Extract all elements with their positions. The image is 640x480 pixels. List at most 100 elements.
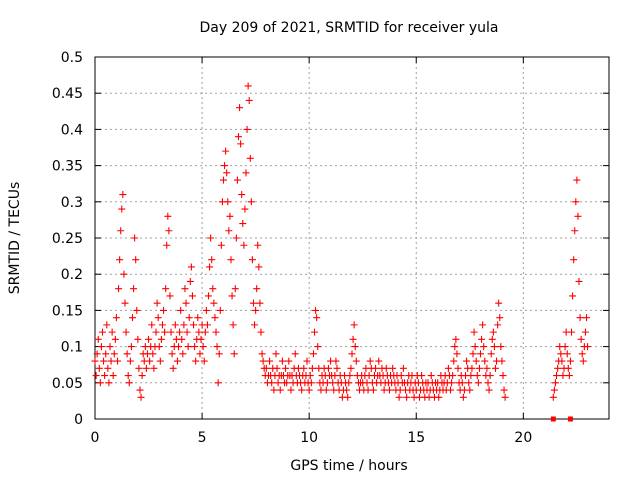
- data-point: [451, 343, 459, 351]
- data-point: [180, 321, 188, 329]
- data-point: [92, 372, 100, 380]
- data-point: [458, 379, 466, 387]
- data-point: [276, 386, 284, 394]
- data-point: [98, 328, 106, 336]
- data-point: [154, 314, 162, 322]
- data-point: [495, 299, 503, 307]
- data-point: [117, 227, 125, 235]
- data-point: [134, 335, 142, 343]
- data-point: [385, 386, 393, 394]
- data-point: [213, 343, 221, 351]
- data-point: [322, 386, 330, 394]
- data-point: [125, 379, 133, 387]
- data-point: [501, 393, 509, 401]
- data-point: [251, 321, 259, 329]
- data-point: [106, 343, 114, 351]
- data-point: [128, 314, 136, 322]
- data-point: [561, 343, 569, 351]
- data-point: [107, 357, 115, 365]
- data-point: [471, 343, 479, 351]
- data-point: [479, 321, 487, 329]
- data-point: [192, 357, 200, 365]
- data-point: [567, 416, 573, 422]
- data-point: [258, 350, 266, 358]
- data-point: [209, 285, 217, 293]
- data-point: [223, 169, 231, 177]
- data-point: [146, 357, 154, 365]
- data-point: [581, 328, 589, 336]
- data-point: [173, 357, 181, 365]
- data-point: [157, 335, 165, 343]
- data-point: [181, 285, 189, 293]
- data-point: [127, 343, 135, 351]
- data-point: [120, 270, 128, 278]
- data-point: [176, 328, 184, 336]
- data-point: [563, 350, 571, 358]
- data-point: [236, 104, 244, 112]
- data-point: [237, 140, 245, 148]
- data-point: [201, 328, 209, 336]
- data-point: [481, 357, 489, 365]
- data-point: [558, 357, 566, 365]
- data-point: [463, 357, 471, 365]
- data-point: [262, 364, 270, 372]
- data-point: [473, 372, 481, 380]
- data-point: [487, 350, 495, 358]
- data-point: [313, 314, 321, 322]
- chart-title: Day 209 of 2021, SRMTID for receiver yul…: [199, 20, 498, 36]
- data-point: [499, 372, 507, 380]
- data-point: [163, 241, 171, 249]
- data-point: [577, 335, 585, 343]
- data-point: [475, 364, 483, 372]
- data-point: [183, 328, 191, 336]
- data-point: [187, 263, 195, 271]
- data-point: [403, 393, 411, 401]
- data-point: [333, 364, 341, 372]
- y-tick-label: 0.4: [61, 122, 83, 138]
- y-tick-label: 0.45: [52, 86, 83, 102]
- data-point: [233, 176, 241, 184]
- data-point: [197, 335, 205, 343]
- data-point: [467, 372, 475, 380]
- x-tick-label: 10: [300, 430, 318, 446]
- data-point: [305, 386, 313, 394]
- data-point: [222, 147, 230, 155]
- data-point: [113, 357, 121, 365]
- x-tick-label: 20: [514, 430, 532, 446]
- data-point: [93, 350, 101, 358]
- x-tick-label: 5: [198, 430, 207, 446]
- data-point: [494, 321, 502, 329]
- data-point: [216, 306, 224, 314]
- data-point: [311, 328, 319, 336]
- y-axis-label: SRMTID / TECUs: [7, 182, 23, 295]
- data-point: [131, 234, 139, 242]
- data-point: [568, 328, 576, 336]
- data-point: [162, 285, 170, 293]
- data-point: [470, 328, 478, 336]
- data-point: [169, 364, 177, 372]
- data-point: [225, 227, 233, 235]
- data-point: [574, 212, 582, 220]
- data-point: [130, 285, 138, 293]
- data-point: [166, 292, 174, 300]
- data-point: [488, 335, 496, 343]
- data-point: [248, 256, 256, 264]
- data-point: [469, 350, 477, 358]
- data-point: [459, 393, 467, 401]
- data-point: [272, 350, 280, 358]
- data-point: [177, 306, 185, 314]
- data-point: [118, 205, 126, 213]
- data-point: [200, 357, 208, 365]
- data-point: [343, 386, 351, 394]
- data-point: [397, 372, 405, 380]
- data-point: [485, 386, 493, 394]
- data-point: [232, 234, 240, 242]
- data-point: [182, 299, 190, 307]
- data-point: [427, 372, 435, 380]
- data-point: [351, 343, 359, 351]
- data-point: [112, 314, 120, 322]
- data-point: [584, 343, 592, 351]
- data-point: [102, 350, 110, 358]
- data-point: [95, 364, 103, 372]
- y-tick-label: 0.5: [61, 50, 83, 66]
